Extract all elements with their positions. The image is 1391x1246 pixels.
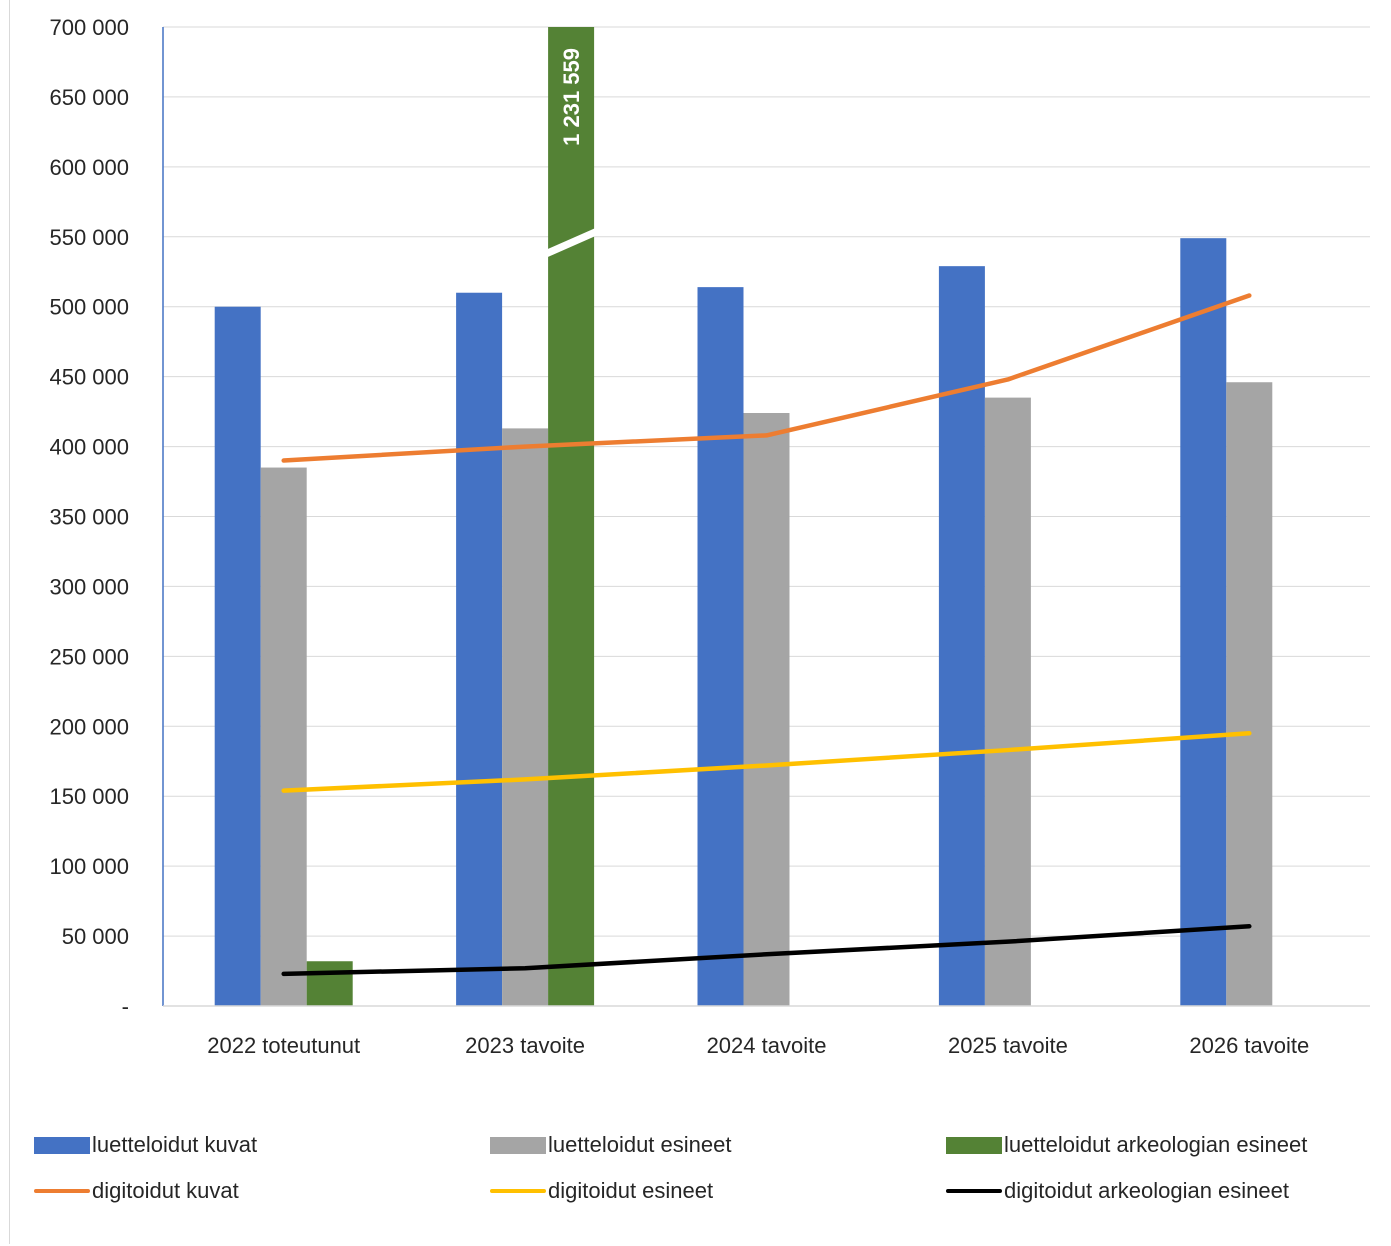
x-tick-label: 2025 tavoite xyxy=(948,1033,1068,1058)
bar-luetteloidut-esineet-2 xyxy=(743,413,790,1006)
bars xyxy=(214,27,1273,1007)
labels: - 50 000 100 000 150 000 200 000 250 000 300 0… xyxy=(49,15,1309,1058)
line-digitoidut-arkeologian-esineet xyxy=(281,924,1252,977)
gridlines xyxy=(163,26,1370,937)
y-tick-label: 450 000 xyxy=(49,365,129,390)
bar-luetteloidut-kuvat-1 xyxy=(456,292,503,1006)
y-tick-label: 250 000 xyxy=(49,644,129,669)
bar-luetteloidut-kuvat-3 xyxy=(938,266,985,1006)
x-tick-label: 2023 tavoite xyxy=(465,1033,585,1058)
axes xyxy=(162,27,1370,1007)
bar-luetteloidut-esineet-0 xyxy=(260,467,307,1006)
bar-luetteloidut-kuvat-2 xyxy=(697,287,744,1006)
y-tick-label: 500 000 xyxy=(49,295,129,320)
y-tick-label: 550 000 xyxy=(49,225,129,250)
x-tick-label: 2024 tavoite xyxy=(707,1033,827,1058)
bar-luetteloidut-arkeologian-esineet-0 xyxy=(306,961,353,1006)
lines xyxy=(281,293,1252,977)
y-tick-label: 200 000 xyxy=(49,714,129,739)
y-tick-label: - xyxy=(122,994,129,1019)
bar-luetteloidut-esineet-1 xyxy=(502,428,549,1006)
line-digitoidut-kuvat xyxy=(281,293,1252,463)
chart-frame xyxy=(9,0,1389,1244)
x-tick-label: 2026 tavoite xyxy=(1189,1033,1309,1058)
x-tick-label: 2022 toteutunut xyxy=(207,1033,360,1058)
bar-luetteloidut-esineet-3 xyxy=(984,397,1031,1006)
bar-luetteloidut-kuvat-0 xyxy=(214,306,261,1006)
bar-luetteloidut-arkeologian-esineet-1 xyxy=(548,27,595,1006)
y-tick-label: 650 000 xyxy=(49,85,129,110)
data-label-off-scale-bar: 1 231 559 xyxy=(559,48,584,146)
y-tick-label: 350 000 xyxy=(49,505,129,530)
y-tick-label: 700 000 xyxy=(49,15,129,40)
y-tick-label: 300 000 xyxy=(49,574,129,599)
y-tick-label: 600 000 xyxy=(49,155,129,180)
y-tick-label: 150 000 xyxy=(49,784,129,809)
line-digitoidut-esineet xyxy=(281,731,1252,793)
y-tick-label: 100 000 xyxy=(49,854,129,879)
y-tick-label: 400 000 xyxy=(49,435,129,460)
axis-break-marker xyxy=(546,227,597,258)
bar-luetteloidut-esineet-4 xyxy=(1226,382,1273,1006)
bar-luetteloidut-kuvat-4 xyxy=(1180,238,1227,1007)
y-tick-label: 50 000 xyxy=(62,924,129,949)
